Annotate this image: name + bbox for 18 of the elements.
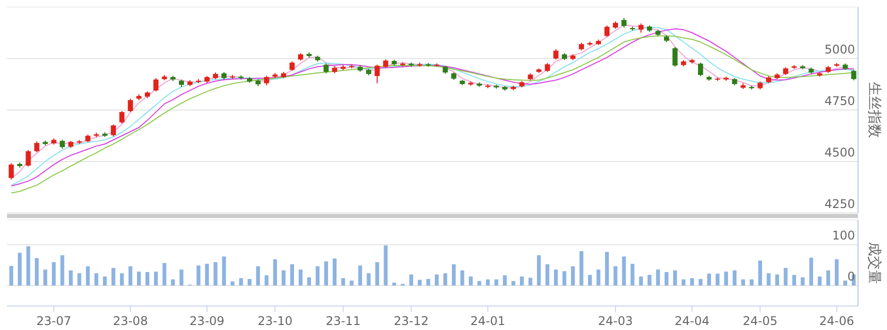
y-tick-label: 4250 xyxy=(824,197,855,211)
x-tick-label: 24-03 xyxy=(598,314,633,328)
y-tick-label: 4500 xyxy=(824,146,855,160)
x-tick-label: 23-12 xyxy=(394,314,429,328)
x-tick-label: 23-08 xyxy=(112,314,148,328)
x-tick-label: 23-11 xyxy=(326,314,361,328)
x-tick-label: 23-10 xyxy=(258,314,293,328)
y-axis-title: 生丝指数 xyxy=(866,82,882,138)
x-tick-label: 24-06 xyxy=(819,314,854,328)
y-tick-label: 100 xyxy=(832,228,855,243)
x-tick-label: 24-01 xyxy=(470,314,506,328)
x-tick-label: 24-05 xyxy=(742,314,778,328)
y-axis-title: 成交量 xyxy=(866,242,882,284)
x-tick-label: 24-04 xyxy=(674,314,710,328)
x-tick-label: 23-09 xyxy=(190,314,224,328)
x-tick-label: 23-07 xyxy=(36,314,72,328)
y-tick-label: 4750 xyxy=(824,94,855,108)
y-tick-label: 5000 xyxy=(824,42,855,56)
